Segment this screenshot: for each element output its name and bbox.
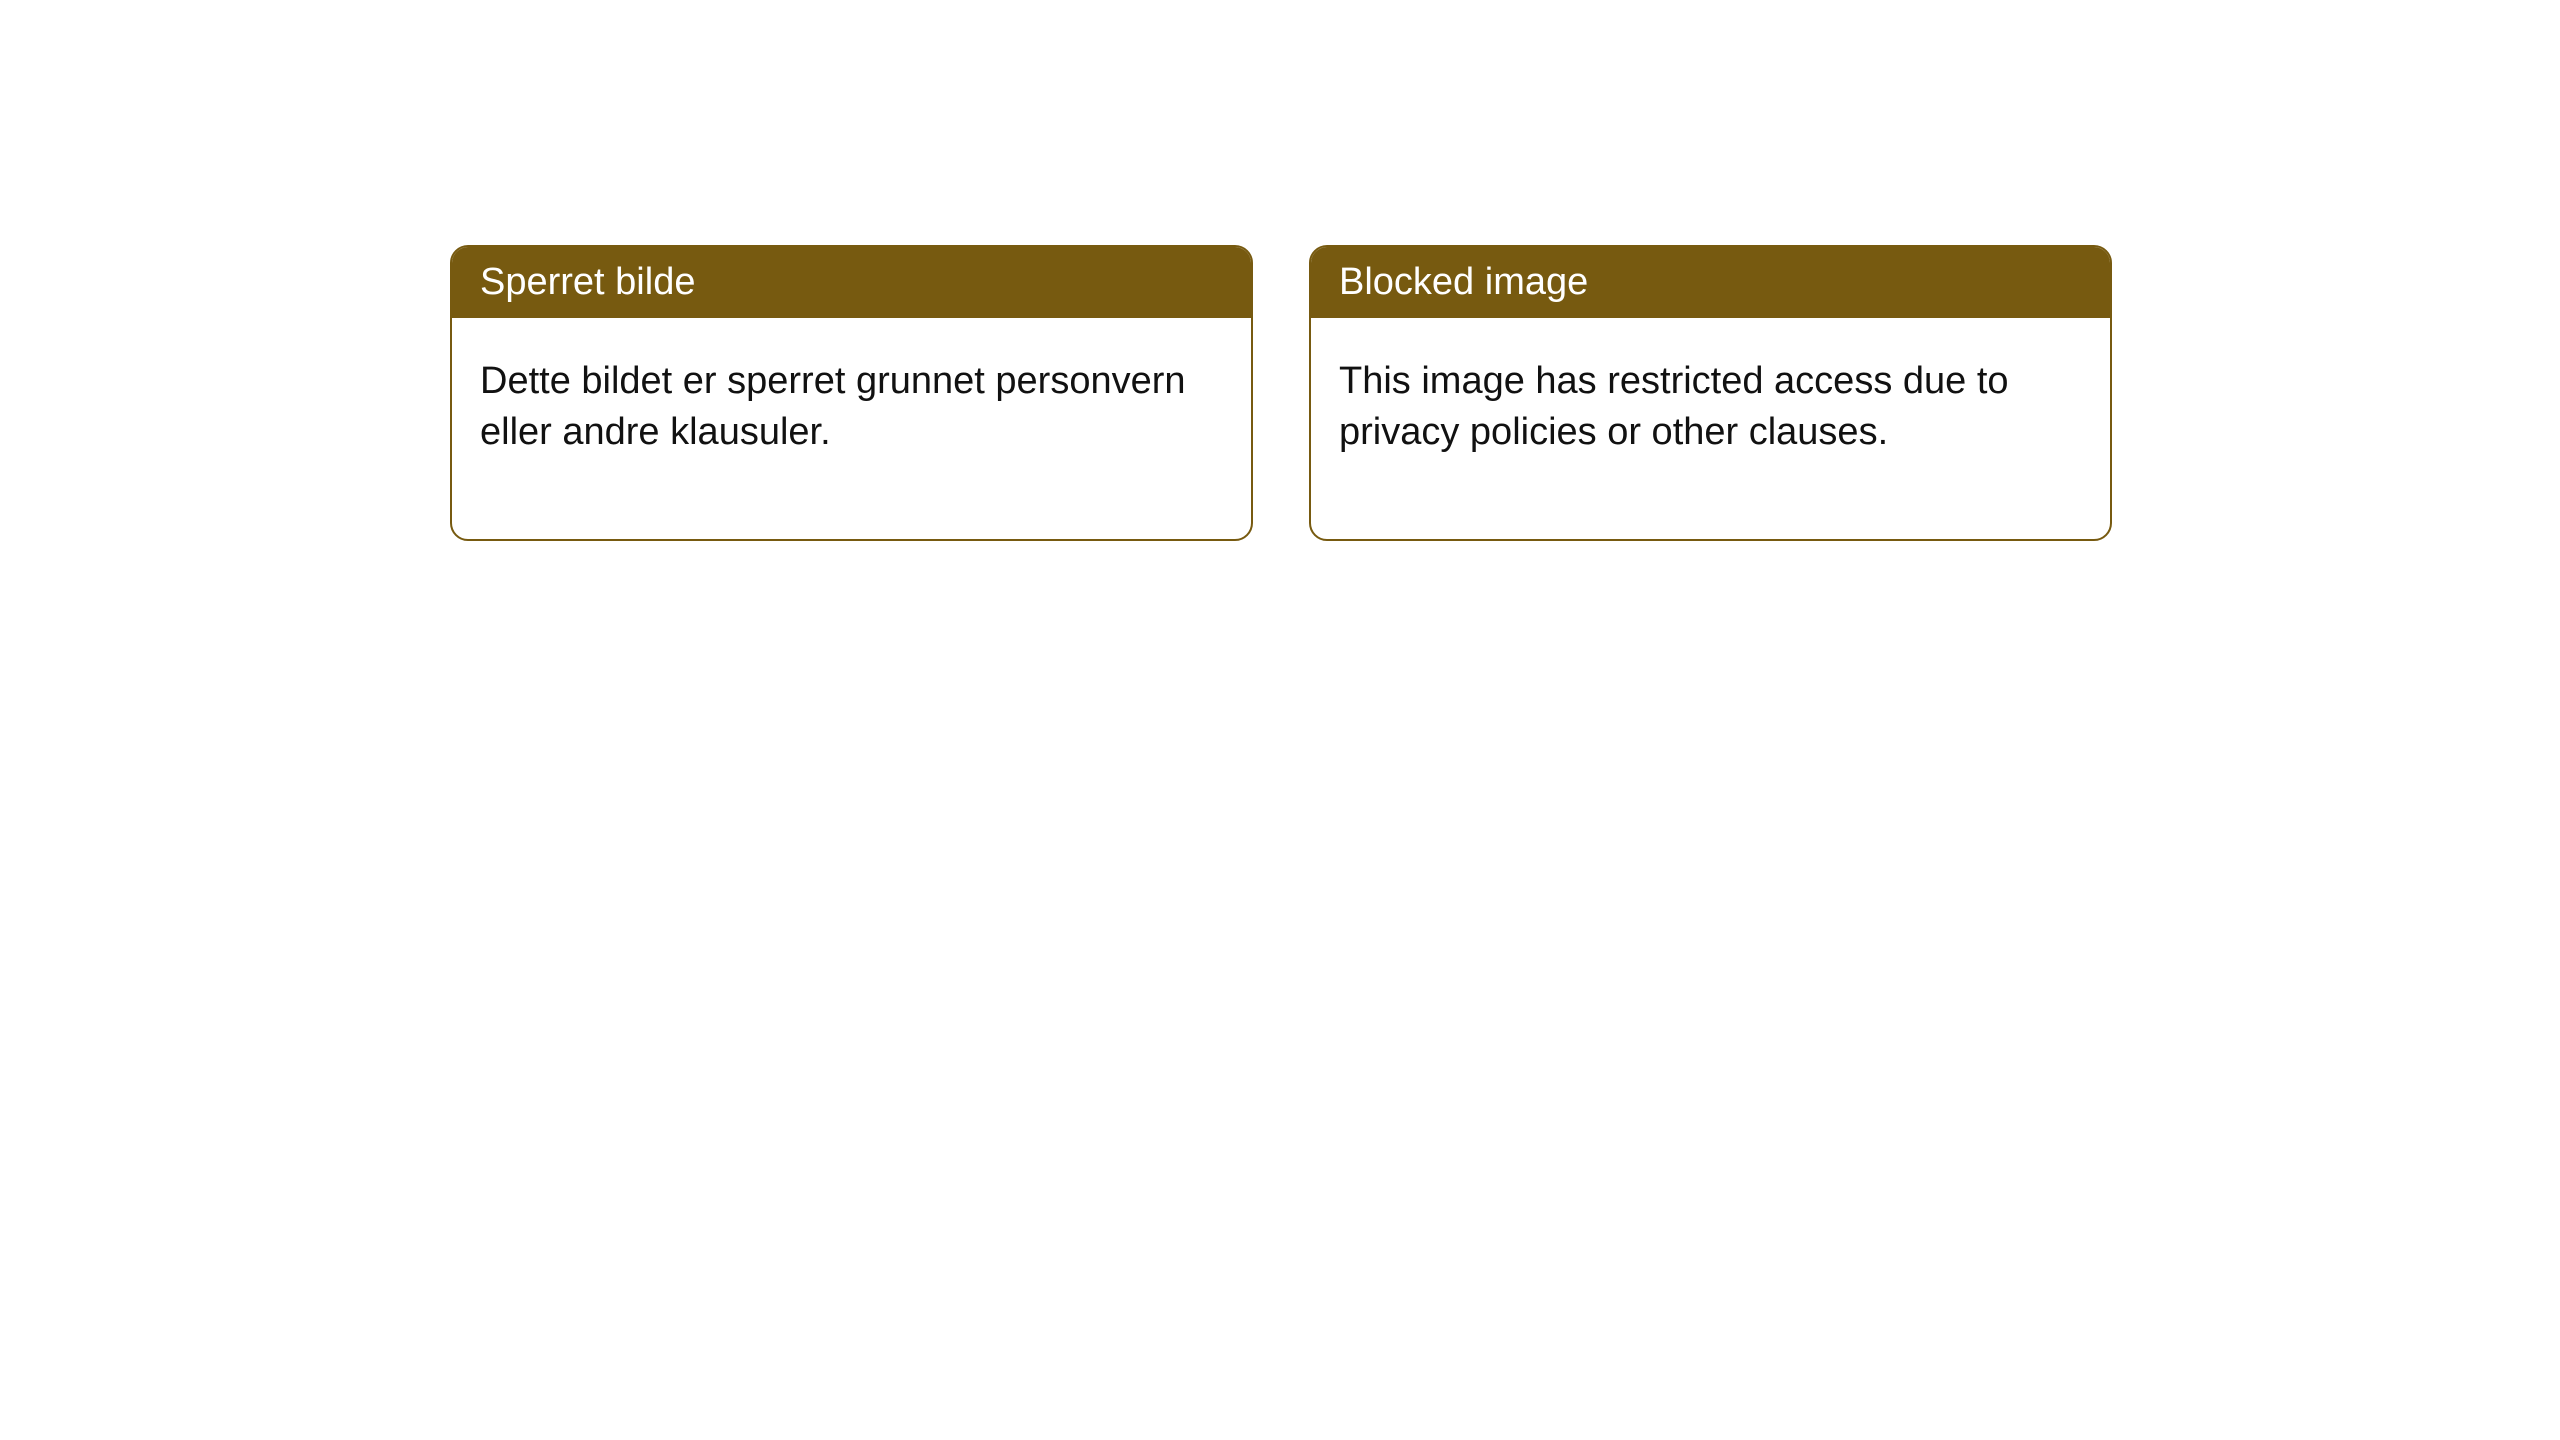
card-title-no: Sperret bilde [480,261,695,303]
blocked-image-card-en: Blocked image This image has restricted … [1309,245,2112,541]
notice-cards-container: Sperret bilde Dette bildet er sperret gr… [0,0,2560,541]
card-header-no: Sperret bilde [452,247,1251,318]
card-title-en: Blocked image [1339,261,1588,303]
blocked-image-card-no: Sperret bilde Dette bildet er sperret gr… [450,245,1253,541]
card-header-en: Blocked image [1311,247,2110,318]
card-body-text-en: This image has restricted access due to … [1339,360,2009,453]
card-body-en: This image has restricted access due to … [1311,318,2110,539]
card-body-no: Dette bildet er sperret grunnet personve… [452,318,1251,539]
card-body-text-no: Dette bildet er sperret grunnet personve… [480,360,1186,453]
